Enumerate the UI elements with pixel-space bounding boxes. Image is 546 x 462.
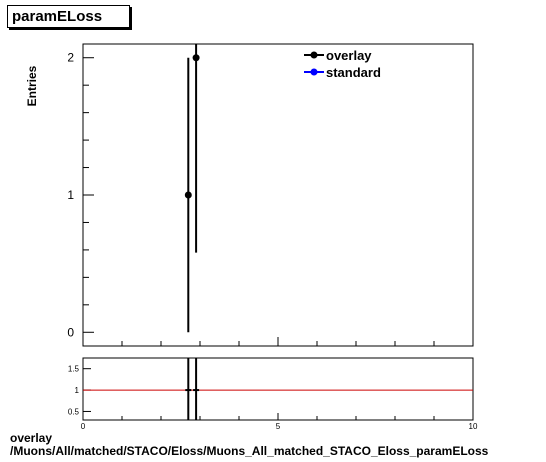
legend-marker-standard	[310, 68, 318, 76]
data-point-overlay	[184, 191, 192, 199]
footer: overlay /Muons/All/matched/STACO/Eloss/M…	[10, 432, 488, 458]
y-axis-label: Entries	[25, 65, 39, 106]
ratio-y-tick-label: 1	[75, 386, 80, 395]
ratio-y-tick-label: 0.5	[68, 407, 80, 416]
chart-title: paramELoss	[12, 8, 103, 25]
ratio-y-tick-label: 1.5	[68, 365, 80, 374]
ratio-x-tick-label: 10	[469, 422, 478, 430]
main-plot: 0 1 2 Entries overlay standard	[25, 43, 474, 347]
data-point-overlay	[192, 54, 200, 62]
ratio-plot-frame	[82, 357, 474, 421]
legend-label-standard: standard	[326, 65, 381, 80]
legend-marker-overlay	[310, 51, 318, 59]
chart-title-box: paramELoss	[7, 5, 130, 28]
y-tick-label: 2	[67, 51, 74, 65]
y-tick-label: 1	[67, 188, 74, 202]
chart-canvas: 0 1 2 Entries overlay standard 0.5 1 1.5 0 5 10	[25, 43, 478, 430]
ratio-x-tick-label: 0	[81, 422, 86, 430]
footer-line-2: /Muons/All/matched/STACO/Eloss/Muons_All…	[10, 444, 489, 458]
ratio-x-tick-label: 5	[276, 422, 281, 430]
ratio-plot: 0.5 1 1.5 0 5 10	[68, 357, 478, 430]
footer-line-1: overlay	[10, 431, 53, 445]
y-tick-label: 0	[67, 325, 74, 339]
legend-label-overlay: overlay	[326, 48, 372, 63]
main-plot-frame	[82, 43, 474, 347]
